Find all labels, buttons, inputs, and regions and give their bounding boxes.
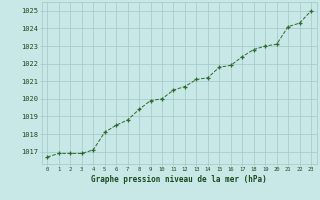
X-axis label: Graphe pression niveau de la mer (hPa): Graphe pression niveau de la mer (hPa) <box>91 175 267 184</box>
